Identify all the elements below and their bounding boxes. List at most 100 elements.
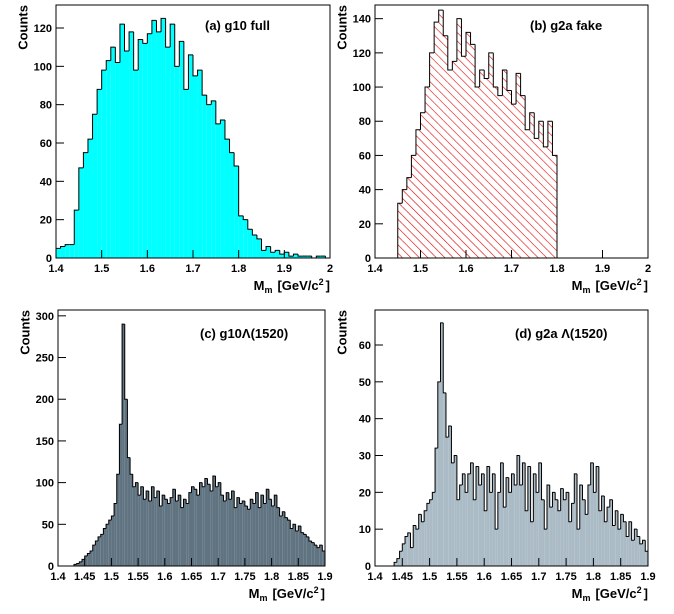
bar-edge — [445, 392, 449, 438]
x-axis-label: Mm [GeV/c2] — [572, 585, 648, 603]
bar-edge — [265, 488, 269, 504]
x-axis-label-part: 2 — [314, 585, 319, 595]
bar — [159, 505, 163, 566]
bar-edge — [188, 492, 192, 504]
bar — [284, 252, 289, 258]
bar — [202, 486, 205, 566]
bar — [579, 484, 583, 566]
x-axis-label-part: M — [249, 586, 260, 601]
bar-edge — [161, 494, 165, 506]
bar — [178, 495, 181, 566]
bar — [229, 152, 235, 258]
bar — [275, 250, 280, 258]
bar — [566, 492, 569, 566]
bar — [607, 507, 610, 566]
bar-edge — [508, 477, 512, 493]
bar-edge — [305, 534, 309, 538]
bar — [397, 203, 403, 258]
bar — [234, 166, 239, 258]
bar-edge — [478, 466, 482, 486]
bar — [456, 18, 462, 259]
x-axis-label-part: [GeV/c — [277, 278, 318, 293]
bar — [533, 473, 537, 566]
bar — [103, 528, 107, 566]
bar — [270, 252, 276, 258]
bar-edge — [447, 35, 453, 71]
bar-edge — [433, 21, 439, 53]
bar-edge — [315, 255, 321, 258]
bar-edge — [124, 24, 130, 52]
bar — [206, 104, 212, 259]
bar — [288, 256, 294, 258]
bar — [577, 529, 580, 566]
bar — [122, 324, 125, 566]
bar-edge — [551, 121, 558, 258]
bar-edge — [220, 482, 224, 496]
y-tick-label: 120 — [353, 48, 371, 60]
bar — [156, 31, 162, 259]
bar — [461, 56, 466, 258]
x-tick-label: 1.9 — [277, 263, 292, 275]
bar-edge — [206, 95, 212, 106]
bar-edge — [472, 462, 477, 501]
bar-edge — [423, 510, 427, 522]
bar — [516, 73, 521, 258]
bar-edge — [128, 31, 134, 51]
bar — [132, 486, 136, 566]
bar — [568, 521, 572, 566]
bar — [207, 484, 211, 566]
y-tick-label: 60 — [40, 138, 52, 150]
bar — [563, 499, 567, 566]
bar-edge — [297, 525, 301, 531]
bar-edge — [92, 544, 96, 551]
bar — [432, 492, 436, 566]
bar-edge — [557, 499, 561, 512]
x-tick-label: 1.85 — [610, 571, 631, 583]
bar-edge — [437, 381, 441, 449]
bar — [308, 540, 312, 566]
bar — [516, 455, 520, 566]
bar-edge — [592, 462, 597, 493]
bar-edge — [483, 69, 489, 80]
bar — [410, 547, 414, 566]
bar — [467, 473, 471, 566]
bar — [266, 489, 269, 566]
bar — [170, 24, 175, 258]
y-tick-label: 0 — [48, 561, 54, 573]
bar-edge — [73, 563, 77, 566]
bar-edge — [210, 100, 216, 105]
bar-edge — [236, 497, 240, 508]
bar — [179, 41, 184, 258]
bar-edge — [451, 60, 457, 70]
bar — [223, 500, 227, 566]
bar — [413, 525, 416, 566]
bar — [69, 244, 75, 258]
bar — [418, 514, 422, 566]
y-tick-label: 60 — [359, 340, 371, 352]
bar-edge — [169, 497, 173, 504]
bar — [502, 69, 507, 258]
bar-edge — [134, 482, 139, 487]
bar — [138, 495, 141, 566]
bar-edge — [598, 466, 602, 512]
bar-edge — [284, 511, 288, 519]
bar-edge — [573, 473, 578, 504]
bar — [637, 536, 640, 566]
bar-edge — [238, 166, 244, 217]
bar-edge — [494, 473, 498, 530]
bar — [220, 495, 224, 566]
bar — [252, 235, 257, 258]
bar-edge — [434, 447, 438, 493]
x-tick-label: 1.45 — [392, 571, 413, 583]
bar-edge — [199, 482, 203, 496]
bar — [488, 52, 494, 258]
x-tick-label: 1.65 — [501, 571, 522, 583]
bar — [92, 114, 98, 258]
bar-edge — [73, 209, 79, 245]
x-tick-label: 1.6 — [477, 571, 492, 583]
bar-edge — [142, 39, 148, 44]
bar — [252, 503, 256, 566]
bar — [211, 100, 216, 258]
bar — [135, 482, 139, 566]
